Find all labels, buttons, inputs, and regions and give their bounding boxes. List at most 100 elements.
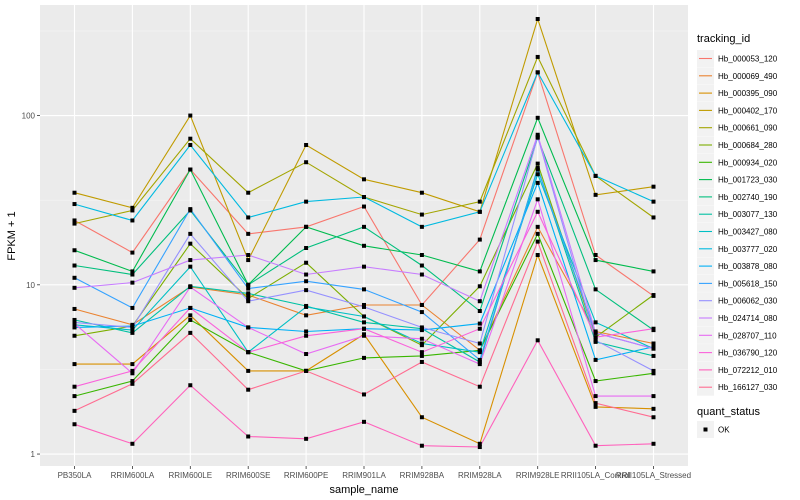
- data-point: [535, 197, 540, 202]
- data-point: [246, 215, 251, 220]
- legend-label: Hb_001723_030: [718, 176, 778, 185]
- data-point: [651, 184, 656, 189]
- data-point: [304, 279, 309, 284]
- data-point: [477, 209, 482, 214]
- legend-title-tracking-id: tracking_id: [697, 33, 750, 45]
- data-point: [535, 16, 540, 21]
- data-point: [477, 362, 482, 367]
- data-point: [651, 326, 656, 331]
- data-point: [188, 258, 193, 263]
- data-point: [477, 299, 482, 304]
- x-tick-label: RRIM600SE: [226, 471, 270, 480]
- data-point: [419, 328, 424, 333]
- data-point: [651, 293, 656, 298]
- data-point: [362, 326, 366, 331]
- data-point: [419, 190, 424, 195]
- data-point: [246, 258, 251, 263]
- legend-label: Hb_000053_120: [718, 55, 778, 64]
- data-point: [419, 359, 424, 364]
- x-tick-label: RRIM928LA: [458, 471, 502, 480]
- data-point: [72, 317, 77, 322]
- data-point: [72, 325, 77, 330]
- y-axis-title: FPKM + 1: [6, 211, 18, 260]
- data-point: [304, 272, 309, 277]
- data-point: [419, 224, 424, 229]
- data-point: [477, 341, 482, 346]
- data-point: [419, 336, 424, 341]
- data-point: [477, 284, 482, 289]
- data-point: [419, 415, 424, 420]
- data-point: [304, 304, 309, 309]
- y-tick-label: 10: [26, 281, 35, 290]
- data-point: [188, 264, 193, 269]
- x-axis-title: sample_name: [329, 484, 398, 496]
- data-point: [477, 357, 482, 362]
- data-point: [419, 272, 424, 277]
- data-point: [362, 304, 366, 309]
- legend-label: Hb_000684_280: [718, 141, 778, 150]
- data-point: [188, 231, 193, 236]
- data-point: [593, 379, 598, 384]
- data-point: [419, 253, 424, 258]
- data-point: [419, 302, 424, 307]
- x-tick-label: RRII105LA_Stressed: [616, 471, 691, 480]
- data-point: [651, 368, 656, 373]
- data-point: [304, 260, 309, 265]
- data-point: [188, 305, 193, 310]
- x-tick-label: RRIM600PE: [284, 471, 328, 480]
- data-point: [419, 212, 424, 217]
- data-point: [246, 231, 251, 236]
- data-point: [535, 70, 540, 75]
- data-point: [651, 215, 656, 220]
- data-point: [419, 350, 424, 355]
- data-point: [593, 330, 598, 335]
- data-point: [362, 287, 366, 292]
- data-point: [535, 161, 540, 166]
- data-point: [593, 192, 598, 197]
- data-point: [362, 320, 366, 325]
- data-point: [651, 371, 656, 376]
- legend-title-quant-status: quant_status: [697, 406, 760, 418]
- data-point: [130, 368, 135, 373]
- data-point: [130, 381, 135, 386]
- legend-label: Hb_024714_080: [718, 314, 778, 323]
- y-tick-label: 100: [22, 112, 36, 121]
- legend-label: Hb_000934_020: [718, 158, 778, 167]
- data-point: [535, 209, 540, 214]
- data-point: [419, 325, 424, 330]
- series-points: [72, 16, 656, 450]
- data-point: [130, 280, 135, 285]
- data-point: [477, 269, 482, 274]
- data-point: [130, 362, 135, 367]
- legend-label: Hb_005618_150: [718, 279, 778, 288]
- data-point: [651, 269, 656, 274]
- legend-label: Hb_003777_020: [718, 245, 778, 254]
- data-point: [72, 275, 77, 280]
- data-point: [593, 401, 598, 406]
- data-point: [535, 132, 540, 137]
- data-point: [535, 239, 540, 244]
- data-point: [304, 436, 309, 441]
- legend-label: Hb_002740_190: [718, 193, 778, 202]
- data-point: [651, 346, 656, 351]
- legend-label: Hb_003427_080: [718, 228, 778, 237]
- data-point: [419, 341, 424, 346]
- data-point: [130, 272, 135, 277]
- data-point: [130, 379, 135, 384]
- data-point: [304, 313, 309, 318]
- data-point: [246, 350, 251, 355]
- data-point: [593, 320, 598, 325]
- x-tick-label: RRII105LA_Control: [561, 471, 631, 480]
- data-point: [593, 394, 598, 399]
- data-point: [72, 384, 77, 389]
- data-point: [72, 333, 77, 338]
- x-tick-label: RRIM600LA: [111, 471, 155, 480]
- data-point: [130, 330, 135, 335]
- y-tick-label: 1: [31, 450, 36, 459]
- data-point: [593, 287, 598, 292]
- data-point: [651, 199, 656, 204]
- data-point: [72, 321, 77, 326]
- data-point: [593, 335, 598, 340]
- x-tick-label: RRIM928LE: [516, 471, 560, 480]
